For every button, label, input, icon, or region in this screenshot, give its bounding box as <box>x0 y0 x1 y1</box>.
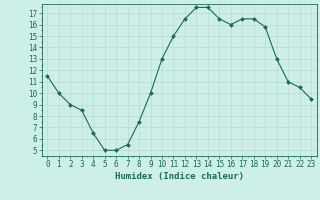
X-axis label: Humidex (Indice chaleur): Humidex (Indice chaleur) <box>115 172 244 181</box>
